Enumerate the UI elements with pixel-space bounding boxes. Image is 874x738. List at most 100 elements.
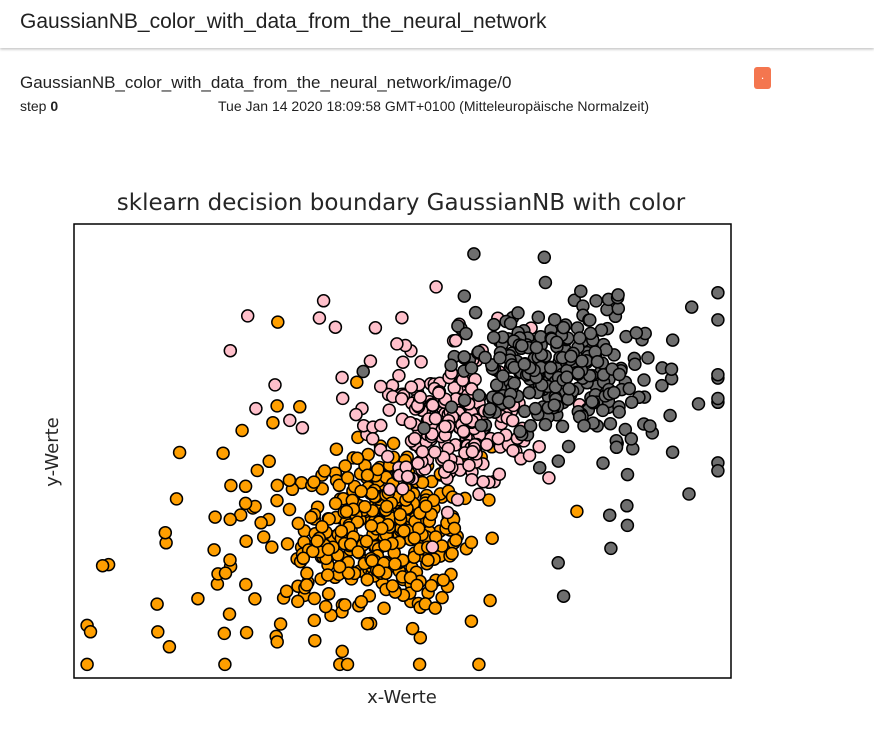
data-point: [551, 556, 565, 570]
data-point: [472, 388, 486, 403]
data-point: [438, 419, 452, 434]
data-point: [424, 578, 439, 593]
data-point: [444, 358, 458, 373]
data-point: [620, 499, 634, 513]
data-point: [415, 444, 430, 459]
data-point: [464, 614, 479, 628]
data-point: [282, 502, 297, 517]
data-point: [266, 415, 280, 430]
data-point: [328, 496, 343, 511]
data-point: [505, 413, 520, 428]
data-point: [448, 333, 463, 348]
data-point: [405, 621, 420, 636]
data-point: [332, 478, 346, 493]
data-point: [349, 407, 363, 422]
data-point: [307, 613, 322, 628]
data-point: [365, 432, 380, 446]
data-point: [487, 317, 501, 332]
data-point: [480, 437, 494, 452]
data-point: [467, 247, 481, 261]
data-point: [239, 577, 253, 592]
data-point: [360, 616, 375, 631]
data-point: [151, 625, 165, 639]
data-point: [310, 534, 324, 548]
data-point: [624, 432, 639, 446]
data-point: [222, 607, 237, 621]
data-point: [517, 357, 532, 372]
data-point: [364, 519, 379, 533]
data-point: [425, 540, 440, 554]
data-point: [392, 368, 406, 383]
data-point: [385, 579, 400, 593]
data-point: [528, 401, 543, 416]
data-point: [529, 340, 544, 355]
data-point: [299, 578, 314, 592]
data-point: [239, 534, 253, 548]
image-tag-name: GaussianNB_color_with_data_from_the_neur…: [20, 73, 512, 92]
data-point: [711, 391, 725, 406]
data-point: [265, 540, 279, 554]
data-point: [329, 442, 344, 456]
data-point: [270, 478, 285, 493]
data-point: [482, 493, 496, 507]
data-point: [238, 479, 253, 494]
data-point: [440, 505, 455, 520]
data-point: [572, 331, 587, 345]
data-point: [413, 630, 428, 645]
data-point: [496, 369, 510, 383]
data-point: [602, 508, 617, 522]
step-value: 0: [50, 98, 59, 114]
data-point: [191, 591, 205, 606]
data-point: [273, 617, 288, 631]
data-point: [365, 486, 379, 501]
data-point: [543, 361, 558, 375]
data-point: [218, 657, 232, 672]
data-point: [459, 326, 473, 341]
data-point: [522, 385, 537, 400]
data-point: [293, 400, 307, 414]
data-point: [338, 459, 352, 473]
data-point: [207, 543, 221, 557]
data-point: [388, 557, 402, 571]
data-point: [612, 367, 627, 382]
data-point: [365, 554, 379, 568]
expand-icon: .: [760, 68, 765, 82]
data-point: [451, 319, 465, 333]
data-point: [603, 416, 618, 431]
data-point: [570, 504, 584, 519]
data-point: [404, 380, 419, 394]
data-point: [465, 445, 480, 459]
data-point: [585, 394, 599, 409]
data-point: [304, 510, 318, 525]
data-point: [468, 305, 483, 320]
data-point: [321, 542, 336, 557]
data-point: [350, 451, 365, 465]
data-point: [363, 354, 378, 368]
data-point: [238, 496, 253, 511]
data-point: [457, 289, 472, 303]
data-point: [538, 275, 553, 290]
data-point: [538, 417, 553, 432]
data-point: [457, 393, 472, 407]
expand-button[interactable]: .: [754, 67, 771, 89]
data-point: [295, 421, 310, 435]
data-point: [537, 250, 552, 265]
data-point: [462, 458, 476, 472]
data-point: [459, 411, 473, 426]
data-point: [341, 566, 356, 580]
data-point: [637, 373, 651, 387]
data-point: [279, 584, 294, 599]
data-point: [483, 593, 497, 608]
data-point: [551, 454, 566, 468]
data-point: [338, 598, 352, 612]
data-point: [476, 474, 490, 489]
data-point: [328, 320, 343, 334]
data-point: [413, 390, 428, 404]
data-point: [583, 313, 597, 327]
data-point: [371, 564, 386, 578]
data-point: [394, 392, 409, 406]
data-point: [291, 594, 305, 609]
data-point: [169, 492, 184, 506]
data-point: [239, 625, 254, 640]
data-point: [218, 566, 233, 580]
